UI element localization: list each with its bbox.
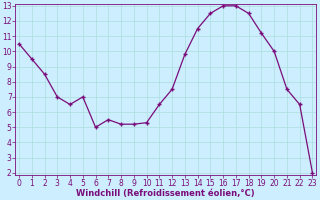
X-axis label: Windchill (Refroidissement éolien,°C): Windchill (Refroidissement éolien,°C) xyxy=(76,189,255,198)
